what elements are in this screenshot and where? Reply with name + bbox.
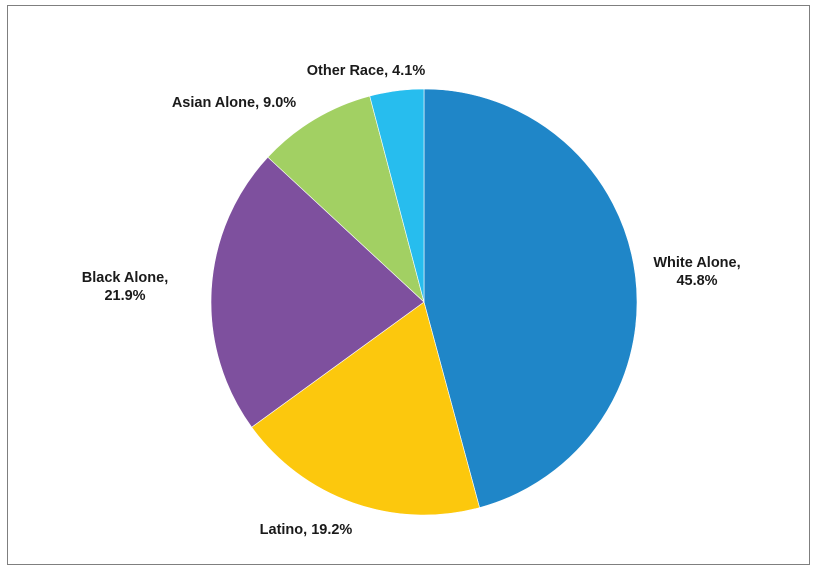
pie-labels: White Alone, 45.8% Latino, 19.2% Black Alon… xyxy=(82,63,741,538)
slice-label-line: Other Race, 4.1% xyxy=(307,63,426,79)
slice-label-line: Black Alone, xyxy=(82,270,169,286)
pie-slice-other-race xyxy=(369,88,425,303)
pie-slice-asian-alone xyxy=(267,95,425,303)
pie-slice-black-alone xyxy=(210,156,425,428)
slice-label-line: Latino, 19.2% xyxy=(260,522,353,538)
pie-slice-latino xyxy=(251,301,480,516)
pie-slice-white-alone xyxy=(423,88,638,508)
slice-label-line: White Alone, xyxy=(653,255,740,271)
slice-label-black-alone: Black Alone, 21.9% xyxy=(82,270,169,304)
slice-label-other-race: Other Race, 4.1% xyxy=(307,63,426,79)
slice-label-line: 21.9% xyxy=(104,288,145,304)
pie-slices xyxy=(210,88,638,516)
slice-label-latino: Latino, 19.2% xyxy=(260,522,353,538)
slice-label-line: Asian Alone, 9.0% xyxy=(172,95,296,111)
slice-label-line: 45.8% xyxy=(676,273,717,289)
slice-label-white-alone: White Alone, 45.8% xyxy=(653,255,740,289)
slice-label-asian-alone: Asian Alone, 9.0% xyxy=(172,95,296,111)
